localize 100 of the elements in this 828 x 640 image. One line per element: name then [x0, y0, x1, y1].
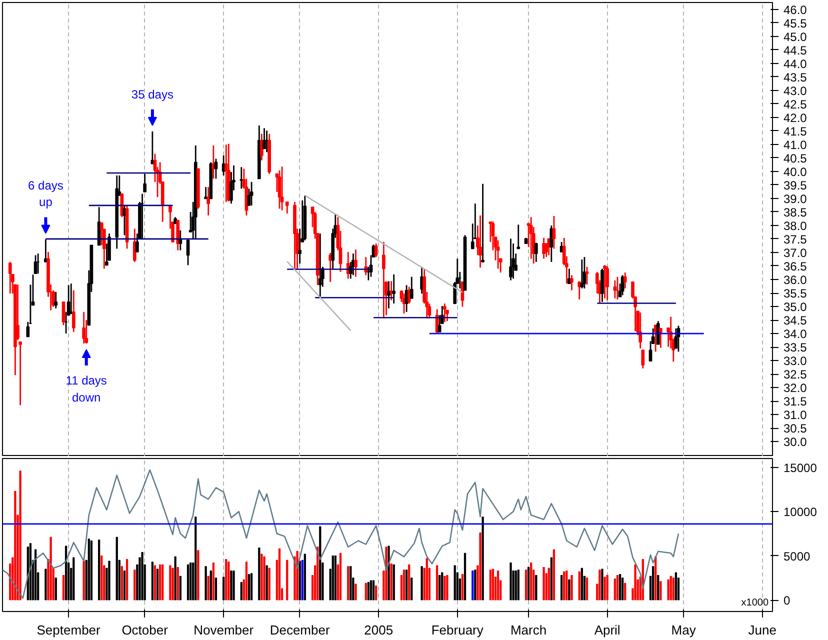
candlestick: [516, 224, 520, 250]
candlestick: [250, 181, 254, 206]
y-tick-label: 30.0: [784, 435, 808, 450]
y-tick-label: 39.5: [784, 178, 808, 192]
candlestick: [108, 232, 111, 262]
candlestick: [285, 201, 289, 214]
y-tick-label: 45.5: [784, 16, 808, 30]
candlestick: [641, 349, 645, 370]
y-tick-label: 44.5: [784, 43, 808, 58]
x-tick-label: September: [36, 622, 102, 638]
y-tick-label: 44.0: [784, 56, 808, 71]
y-tick-label: 39.0: [784, 192, 808, 206]
x-tick-label: October: [122, 622, 169, 638]
candlestick: [496, 240, 500, 270]
y-tick-label: 10000: [784, 505, 818, 520]
y-tick-label: 41.5: [784, 124, 808, 138]
y-tick-label: 5000: [784, 549, 811, 564]
y-tick-label: 33.0: [784, 354, 808, 368]
annotation: 6 days up: [28, 178, 64, 210]
candlestick: [656, 320, 660, 346]
x-tick-label: June: [748, 622, 776, 638]
y-tick-label: 37.5: [784, 232, 808, 246]
candlestick: [54, 291, 58, 310]
candlestick: [623, 272, 627, 290]
candlestick: [382, 241, 386, 320]
y-tick-label: 35.0: [784, 300, 808, 314]
y-tick-label: 31.0: [784, 408, 808, 422]
candlestick: [638, 312, 642, 350]
candlestick: [580, 258, 584, 290]
candlestick: [585, 266, 589, 286]
candlestick: [318, 232, 322, 298]
candlestick: [410, 276, 414, 300]
y-tick-label: 37.0: [784, 246, 808, 260]
x-tick-label: March: [510, 622, 547, 638]
candlestick: [606, 266, 609, 301]
y-tick-label: 43.5: [784, 70, 808, 84]
candlestick: [354, 248, 358, 278]
y-tick-label: 46.0: [784, 2, 808, 17]
candlestick: [674, 328, 678, 350]
candlestick: [278, 170, 282, 210]
candlestick: [62, 301, 66, 326]
y-tick-label: 32.0: [784, 381, 808, 396]
x-tick-label: November: [194, 622, 254, 638]
candlestick: [443, 302, 446, 323]
y-tick-label: 38.5: [784, 205, 808, 220]
candlestick: [392, 274, 396, 304]
candlestick: [481, 183, 484, 263]
candlestick: [570, 274, 574, 292]
candlestick: [224, 144, 228, 203]
y-tick-label: 36.5: [784, 259, 808, 274]
candlestick: [8, 261, 12, 294]
candlestick: [600, 268, 604, 303]
candlestick: [206, 186, 210, 216]
candlestick: [374, 242, 378, 258]
annotation: 35 days: [131, 87, 174, 102]
x-tick-label: February: [431, 622, 484, 638]
y-tick-label: 15000: [784, 460, 818, 475]
y-tick-label: 43.0: [784, 84, 808, 98]
candlestick: [550, 224, 554, 263]
y-tick-label: 42.0: [784, 110, 808, 125]
x-tick-label: May: [671, 622, 696, 638]
y-tick-label: 35.5: [784, 286, 808, 301]
candlestick: [648, 340, 652, 362]
y-tick-label: 30.5: [784, 422, 808, 436]
y-tick-label: 40.0: [784, 164, 808, 179]
x-tick-label: April: [594, 622, 620, 638]
y-tick-label: 31.5: [784, 394, 808, 409]
line-series: [2, 469, 680, 599]
y-tick-label: 40.5: [784, 151, 808, 166]
y-tick-label: 34.5: [784, 314, 808, 328]
y-tick-label: 45.0: [784, 30, 808, 44]
y-tick-label: 38.0: [784, 218, 808, 233]
y-tick-label: 36.0: [784, 272, 808, 287]
x-tick-label: 2005: [364, 622, 394, 638]
candlestick: [603, 264, 606, 300]
candlestick: [143, 173, 146, 193]
candlestick: [72, 290, 76, 333]
candlestick: [262, 127, 266, 150]
candlestick: [478, 214, 482, 268]
candlestick: [34, 254, 38, 274]
y-tick-label: 41.0: [784, 138, 808, 152]
x-tick-label: December: [270, 622, 330, 638]
candlestick: [82, 311, 86, 344]
candlestick: [529, 216, 533, 260]
candlestick: [186, 238, 190, 266]
annotation: 11 days down: [66, 374, 107, 404]
y-tick-label: 32.5: [784, 368, 808, 382]
y-tick-label: 42.5: [784, 97, 808, 112]
y-tick-label: 0: [784, 594, 790, 608]
candlestick: [280, 166, 284, 212]
candlestick: [534, 242, 538, 263]
candlestick: [387, 280, 390, 310]
candlestick: [659, 328, 662, 349]
candlestick: [178, 230, 182, 252]
y-tick-label: 34.0: [784, 327, 808, 342]
candlestick: [512, 242, 515, 280]
y-tick-label: 33.5: [784, 340, 808, 355]
candlestick: [438, 314, 442, 333]
candlestick: [453, 281, 457, 304]
annotation: x1000: [741, 598, 769, 608]
